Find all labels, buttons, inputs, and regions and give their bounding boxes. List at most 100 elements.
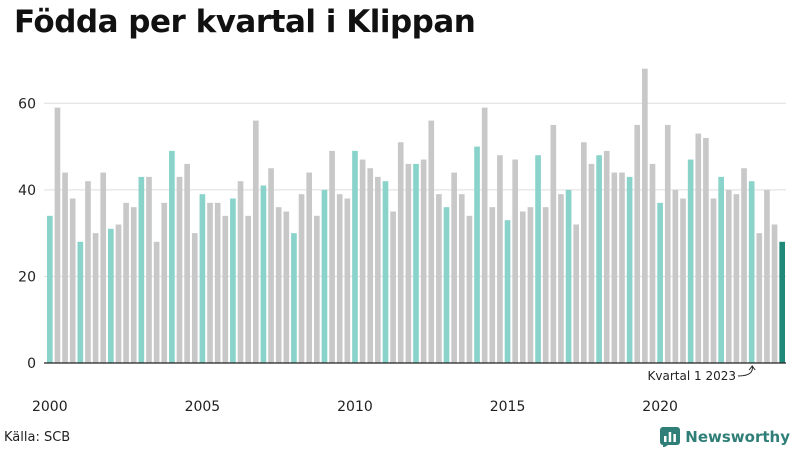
y-tick-label: 20 — [18, 269, 36, 285]
bar — [504, 220, 511, 363]
bar — [62, 172, 68, 363]
bar — [626, 176, 633, 363]
bar — [481, 107, 488, 363]
bar — [397, 142, 404, 363]
bar — [428, 120, 435, 363]
bar — [748, 181, 755, 363]
bar — [741, 168, 747, 363]
bar — [123, 202, 129, 363]
bar — [298, 194, 305, 363]
bar — [321, 189, 328, 363]
bar — [497, 155, 503, 363]
bar — [153, 241, 160, 363]
bar — [222, 215, 229, 363]
latest-annotation-label: Kvartal 1 2023 — [648, 369, 736, 383]
annotation-arrow — [737, 365, 753, 377]
bar — [146, 176, 152, 363]
bar — [268, 168, 274, 363]
y-tick-label: 60 — [18, 96, 36, 112]
bar — [214, 202, 221, 363]
bar — [710, 198, 717, 363]
bar — [405, 163, 412, 363]
bar — [527, 207, 534, 363]
bar — [451, 172, 457, 363]
bar — [588, 163, 595, 363]
bar — [458, 194, 465, 363]
bar — [390, 211, 396, 363]
bar — [100, 172, 107, 363]
bar — [573, 224, 580, 363]
bar — [344, 198, 351, 363]
bar — [596, 155, 602, 363]
source-label: Källa: SCB — [4, 430, 71, 445]
annotation: Kvartal 1 2023 — [648, 365, 756, 383]
bar — [420, 159, 427, 363]
bar — [466, 215, 473, 363]
bar — [169, 150, 175, 363]
bar — [664, 124, 671, 364]
bar — [138, 176, 145, 363]
bar — [54, 107, 61, 363]
bar — [512, 159, 518, 363]
x-tick-label: 2015 — [490, 399, 526, 415]
x-tick-label: 2005 — [185, 399, 221, 415]
bar — [230, 198, 236, 363]
bar — [85, 181, 91, 363]
bar — [176, 176, 183, 363]
x-tick-label: 2010 — [337, 399, 373, 415]
bar — [359, 159, 366, 363]
bar — [634, 124, 641, 364]
bar — [329, 150, 335, 363]
axes: 0 20 40 60 2000 2005 2010 2015 2020 — [18, 96, 786, 415]
bar — [69, 198, 76, 363]
bar — [413, 163, 419, 363]
bar — [161, 202, 168, 363]
bar — [550, 124, 557, 364]
bar — [130, 207, 137, 363]
bar — [375, 176, 381, 363]
bar — [474, 146, 480, 363]
newsworthy-logo-icon — [660, 427, 681, 447]
bar — [306, 172, 313, 363]
bar — [519, 211, 526, 363]
bar — [695, 133, 702, 363]
bar — [260, 185, 267, 363]
bar — [764, 189, 770, 363]
bar — [443, 207, 450, 363]
bar — [275, 207, 282, 363]
bar — [680, 198, 686, 363]
bar — [642, 68, 648, 363]
bars — [46, 68, 786, 364]
bar — [199, 194, 206, 363]
bar — [603, 150, 610, 363]
bar — [92, 233, 99, 363]
bar — [108, 228, 114, 363]
bar — [436, 194, 442, 363]
bar — [191, 233, 198, 363]
bar — [565, 189, 572, 363]
bar — [672, 189, 679, 363]
bar — [771, 224, 778, 363]
bar — [542, 207, 549, 363]
bar — [46, 215, 53, 363]
y-tick-label: 40 — [18, 183, 36, 199]
brand-name: Newsworthy — [685, 428, 790, 446]
bar — [115, 224, 122, 363]
bar — [725, 189, 732, 363]
bar — [619, 172, 625, 363]
bar — [237, 181, 244, 363]
bar — [489, 207, 496, 363]
bar — [535, 155, 541, 363]
bar — [382, 181, 389, 363]
bar — [283, 211, 290, 363]
bar — [687, 159, 694, 363]
bar — [649, 163, 656, 363]
bar — [291, 233, 297, 363]
bar — [611, 172, 618, 363]
bar — [718, 176, 724, 363]
bar — [367, 168, 374, 363]
x-tick-label: 2000 — [32, 399, 68, 415]
annotation-arrowhead — [748, 365, 756, 371]
bar — [703, 137, 709, 363]
